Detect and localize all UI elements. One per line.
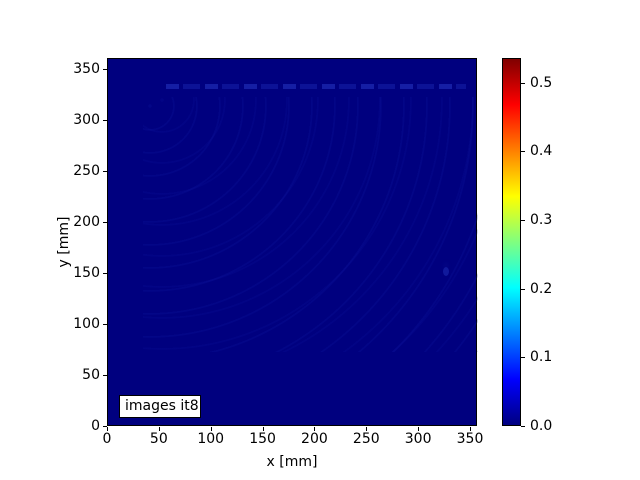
y-tick-mark	[103, 69, 107, 70]
annotation-text: images it8	[125, 398, 199, 414]
heatmap-noise-speckles	[143, 97, 478, 352]
colorbar-tick-label: 0.4	[530, 143, 553, 160]
x-tick-label: 100	[197, 431, 225, 447]
x-tick-label: 200	[301, 431, 328, 447]
x-tick-label: 50	[149, 431, 168, 447]
y-tick-label: 0	[91, 418, 100, 434]
colorbar-tick-mark	[521, 426, 525, 427]
x-tick-label: 150	[249, 431, 276, 447]
y-tick-label: 50	[82, 367, 100, 383]
x-tick-label: 350	[456, 431, 484, 447]
colorbar-tick-mark	[521, 220, 525, 222]
heatmap-image	[108, 59, 478, 425]
x-tick-mark	[366, 427, 368, 431]
x-tick-mark	[314, 427, 316, 431]
y-tick-mark	[103, 426, 107, 427]
y-tick-mark	[103, 324, 107, 325]
x-tick-mark	[107, 427, 108, 431]
heatmap-axes	[107, 58, 478, 426]
y-tick-mark	[103, 120, 107, 121]
colorbar-tick-mark	[521, 151, 525, 153]
x-tick-mark	[418, 427, 420, 431]
colorbar-tick-label: 0.2	[530, 280, 553, 297]
colorbar-tick-mark	[521, 357, 525, 359]
annotation-label-box: images it8	[119, 395, 201, 418]
x-axis-label: x [mm]	[266, 454, 318, 470]
x-tick-mark	[210, 427, 212, 431]
x-tick-mark	[158, 427, 160, 431]
colorbar-tick-label: 0.3	[530, 212, 553, 229]
heatmap-faint-spot	[443, 267, 449, 276]
y-tick-label: 250	[73, 163, 100, 179]
y-tick-label: 100	[73, 316, 100, 332]
x-tick-mark	[470, 427, 471, 431]
colorbar	[502, 58, 521, 426]
x-tick-mark	[262, 427, 264, 431]
x-tick-label: 300	[404, 431, 432, 447]
y-tick-label: 300	[73, 112, 100, 128]
colorbar-tick-label: 0.1	[530, 349, 553, 366]
x-tick-label: 0	[102, 431, 112, 447]
x-tick-label: 250	[352, 431, 380, 447]
colorbar-tick-mark	[521, 288, 525, 290]
colorbar-tick-mark	[521, 82, 525, 84]
heatmap-dashed-band	[166, 84, 466, 89]
y-tick-label: 350	[73, 61, 100, 77]
y-tick-label: 200	[73, 214, 100, 230]
y-tick-mark	[103, 222, 107, 223]
colorbar-tick-label: 0.0	[530, 418, 553, 434]
y-tick-label: 150	[73, 265, 100, 281]
y-tick-mark	[103, 171, 107, 172]
y-tick-mark	[103, 375, 107, 376]
colorbar-tick-label: 0.5	[530, 74, 553, 91]
y-tick-mark	[103, 273, 107, 274]
